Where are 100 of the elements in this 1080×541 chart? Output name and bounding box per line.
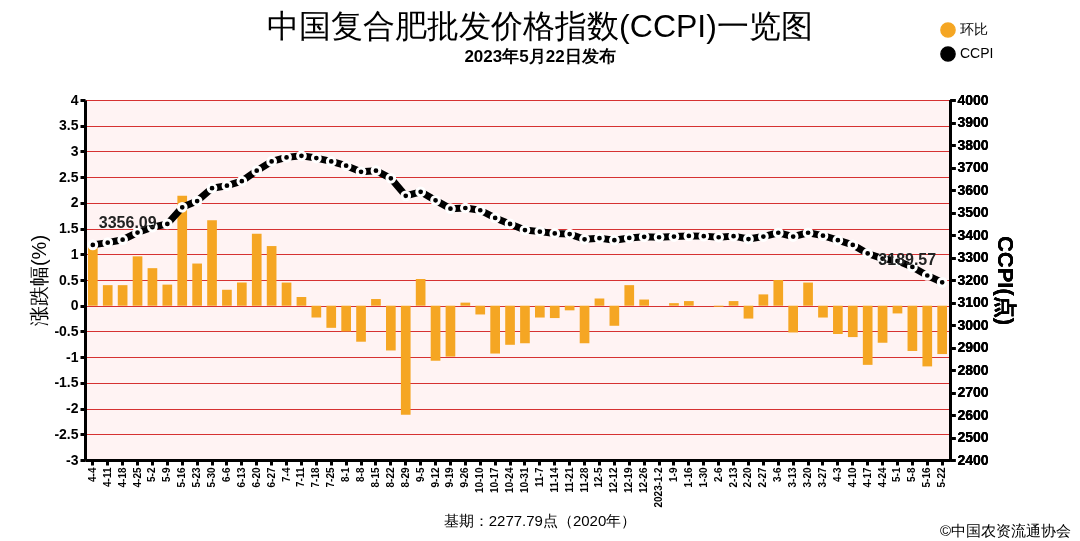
point (623, 232, 635, 244)
y-tick-label: 1.5 (59, 220, 79, 237)
point (936, 276, 948, 288)
y2-tick-label: 4000 (957, 91, 989, 108)
chart-subtitle: 2023年5月22日发布 (464, 47, 616, 66)
bar (669, 303, 679, 306)
bar (847, 305, 858, 338)
bar (520, 305, 530, 344)
y-tick-label: 3 (70, 142, 79, 159)
bar (192, 263, 202, 306)
x-tick-label: 10-10 (474, 467, 486, 494)
point (445, 203, 456, 215)
point (713, 231, 725, 243)
y2-tick-label: 3500 (957, 204, 989, 220)
point (862, 248, 874, 259)
point (608, 234, 620, 246)
x-tick-label: 11-21 (563, 467, 575, 493)
bar (460, 302, 471, 306)
bar (132, 256, 143, 306)
bar (922, 305, 933, 367)
bar (251, 233, 262, 306)
bar (833, 305, 843, 334)
bar (445, 305, 456, 357)
y2-tick-label: 3400 (957, 226, 989, 243)
x-tick-label: 1-16 (682, 467, 694, 488)
bar (907, 305, 918, 351)
x-tick-label: 4-25 (131, 467, 143, 488)
bar (505, 305, 515, 345)
x-tick-label: 6-13 (235, 467, 247, 488)
x-tick-label: 5-9 (161, 467, 173, 482)
bar (102, 285, 113, 306)
point (266, 156, 278, 167)
bar (117, 285, 128, 306)
point (236, 175, 248, 187)
x-tick-label: 5-16 (921, 467, 933, 488)
x-tick-label: 9-26 (459, 467, 471, 488)
bar (326, 305, 337, 328)
x-tick-label: 5-1 (891, 467, 903, 482)
y-tick-label: -1.5 (54, 374, 79, 391)
x-tick-label: 4-17 (861, 467, 873, 488)
point (459, 202, 471, 214)
y2-tick-label: 3800 (957, 136, 989, 153)
point (87, 239, 99, 251)
x-tick-label: 5-8 (906, 467, 918, 482)
bar (758, 294, 769, 306)
point (802, 227, 814, 239)
bar (222, 289, 232, 306)
point (370, 165, 382, 177)
y-tick-label: -0.5 (54, 322, 79, 339)
bar (162, 284, 173, 306)
x-tick-label: 8-15 (369, 467, 381, 488)
bar (296, 296, 307, 306)
data-label: 3356.09 (98, 213, 157, 231)
y-tick-label: 1 (70, 245, 79, 262)
point (698, 230, 710, 242)
point (400, 190, 412, 202)
point (564, 228, 576, 240)
point (415, 186, 427, 198)
bar (624, 285, 635, 306)
point (921, 270, 933, 281)
x-tick-label: 3-27 (816, 467, 828, 488)
x-tick-label: 9-19 (444, 467, 456, 488)
y2-tick-label: 2800 (957, 361, 989, 378)
point (683, 230, 695, 242)
x-tick-label: 12-19 (623, 467, 635, 494)
bar (147, 268, 158, 306)
x-tick-label: 9-5 (414, 467, 426, 482)
bar (490, 305, 500, 354)
bar (937, 305, 948, 355)
point (117, 234, 128, 246)
x-tick-label: 2-27 (757, 467, 769, 488)
x-tick-label: 4-3 (831, 467, 843, 482)
legend-label: CCPI (960, 45, 994, 61)
point (206, 182, 218, 194)
x-tick-label: 2023-1-2 (653, 467, 665, 508)
bar (609, 305, 620, 326)
point (668, 231, 680, 242)
x-tick-label: 12-5 (593, 467, 605, 488)
x-tick-label: 10-24 (504, 467, 516, 494)
x-tick-label: 7-11 (295, 467, 307, 487)
y2-tick-label: 3600 (957, 181, 989, 198)
x-tick-label: 4-10 (846, 467, 858, 488)
bar (877, 305, 888, 343)
y2-tick-label: 3100 (957, 294, 989, 310)
y-tick-label: 3.5 (59, 117, 79, 134)
bar (281, 282, 292, 306)
point (430, 194, 441, 206)
bar (386, 305, 396, 351)
y-axis-title: 涨跌幅(%) (28, 234, 51, 327)
y-tick-label: 4 (70, 91, 79, 108)
x-tick-label: 8-8 (355, 467, 367, 482)
bar (341, 305, 351, 332)
bar (475, 305, 486, 315)
point (221, 180, 233, 192)
point (102, 237, 114, 249)
point (787, 231, 799, 242)
legend-label: 环比 (960, 21, 988, 37)
x-tick-label: 11-14 (548, 467, 560, 493)
x-tick-label: 11-7 (533, 467, 545, 487)
bar (400, 305, 411, 415)
